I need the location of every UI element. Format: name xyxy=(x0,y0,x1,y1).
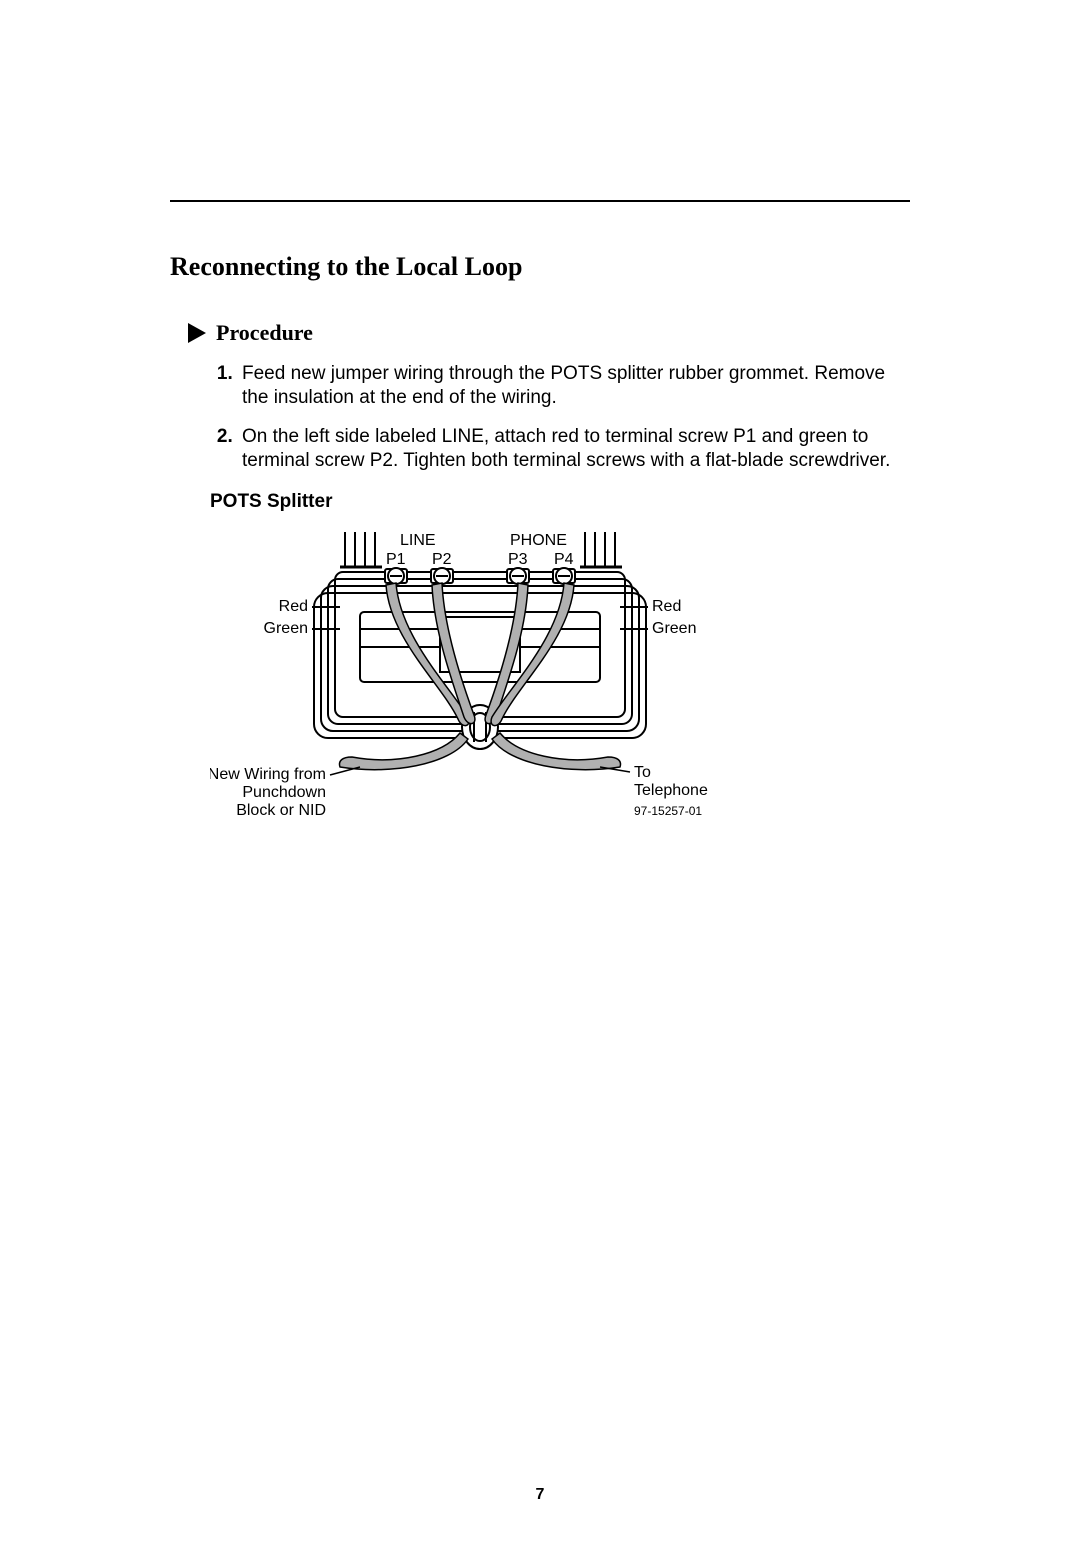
label-green-left: Green xyxy=(264,620,308,637)
triangle-icon xyxy=(188,323,206,343)
procedure-steps: Feed new jumper wiring through the POTS … xyxy=(210,362,910,473)
left-caption-3: Block or NID xyxy=(236,802,326,817)
label-red-left: Red xyxy=(279,598,308,615)
label-p1: P1 xyxy=(386,551,406,568)
figure-svg: LINE PHONE P1 P2 P3 P4 Red Green Red Gre… xyxy=(210,517,750,822)
label-p3: P3 xyxy=(508,551,528,568)
label-line: LINE xyxy=(400,532,436,549)
figure: POTS Splitter xyxy=(210,491,910,822)
document-page: Reconnecting to the Local Loop Procedure… xyxy=(0,0,1080,1564)
section-heading: Reconnecting to the Local Loop xyxy=(170,252,910,282)
label-phone: PHONE xyxy=(510,532,567,549)
procedure-label: Procedure xyxy=(216,320,313,346)
left-caption-1: New Wiring from xyxy=(210,766,326,783)
right-caption-2: Telephone xyxy=(634,782,708,799)
label-p2: P2 xyxy=(432,551,452,568)
left-caption-2: Punchdown xyxy=(242,784,326,801)
label-p4: P4 xyxy=(554,551,574,568)
step-1: Feed new jumper wiring through the POTS … xyxy=(238,362,910,411)
figure-title: POTS Splitter xyxy=(210,491,910,513)
label-red-right: Red xyxy=(652,598,681,615)
step-2: On the left side labeled LINE, attach re… xyxy=(238,425,910,474)
label-green-right: Green xyxy=(652,620,696,637)
page-number: 7 xyxy=(0,1486,1080,1504)
right-caption-1: To xyxy=(634,764,651,781)
procedure-heading: Procedure xyxy=(188,320,910,346)
drawing-number: 97-15257-01 xyxy=(634,804,702,817)
top-rule xyxy=(170,200,910,202)
